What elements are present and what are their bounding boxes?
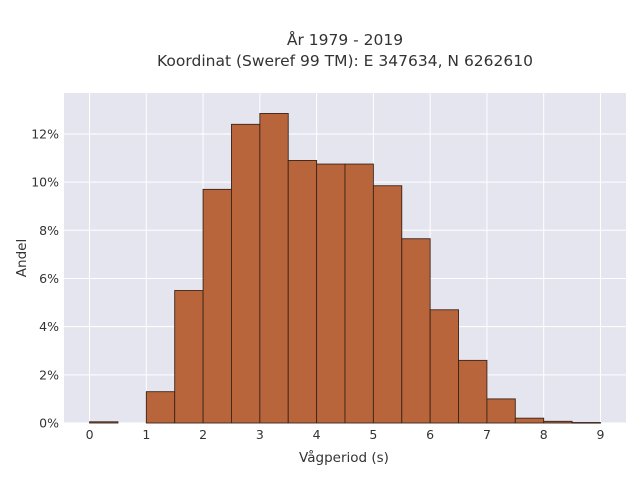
histogram-bar bbox=[372, 185, 403, 424]
x-tick-label: 0 bbox=[86, 427, 94, 442]
x-tick-label: 6 bbox=[426, 427, 434, 442]
y-axis-label: Andel bbox=[14, 239, 30, 277]
x-tick-label: 3 bbox=[256, 427, 264, 442]
x-tick-labels: 0 1 2 3 4 5 6 7 8 9 bbox=[86, 427, 605, 442]
histogram-bar bbox=[89, 421, 119, 424]
x-tick-label: 7 bbox=[483, 427, 491, 442]
histogram-bar bbox=[344, 163, 374, 424]
histogram-bar bbox=[287, 159, 318, 424]
histogram-bars bbox=[89, 113, 601, 424]
histogram-bar bbox=[571, 422, 601, 424]
y-tick-label: 2% bbox=[39, 367, 59, 382]
histogram-bar bbox=[514, 417, 545, 424]
histogram-bar bbox=[458, 359, 488, 424]
histogram-bar bbox=[202, 188, 232, 424]
y-tick-label: 12% bbox=[31, 126, 59, 141]
histogram-bar bbox=[543, 420, 573, 424]
y-tick-label: 0% bbox=[39, 416, 59, 431]
x-tick-label: 2 bbox=[199, 427, 207, 442]
x-axis-label: Vågperiod (s) bbox=[299, 449, 389, 466]
histogram-bar bbox=[231, 123, 261, 424]
x-tick-label: 8 bbox=[540, 427, 548, 442]
x-tick-label: 1 bbox=[142, 427, 150, 442]
histogram-bar bbox=[486, 398, 516, 424]
x-tick-label: 9 bbox=[596, 427, 604, 442]
histogram-bar bbox=[316, 163, 346, 424]
chart-subtitle: Koordinat (Sweref 99 TM): E 347634, N 62… bbox=[157, 52, 533, 70]
y-tick-label: 10% bbox=[31, 175, 59, 190]
chart-title: År 1979 - 2019 bbox=[287, 30, 403, 49]
y-tick-label: 6% bbox=[39, 271, 59, 286]
y-tick-labels: 0% 2% 4% 6% 8% 10% 12% bbox=[31, 126, 59, 430]
y-tick-label: 8% bbox=[39, 223, 59, 238]
histogram-bar bbox=[145, 391, 176, 424]
histogram-bar bbox=[401, 238, 431, 424]
x-tick-label: 4 bbox=[313, 427, 321, 442]
x-tick-label: 5 bbox=[369, 427, 377, 442]
y-tick-label: 4% bbox=[39, 319, 59, 334]
histogram-bar bbox=[429, 309, 459, 424]
histogram-bar bbox=[259, 113, 289, 424]
histogram-bar bbox=[174, 290, 204, 424]
